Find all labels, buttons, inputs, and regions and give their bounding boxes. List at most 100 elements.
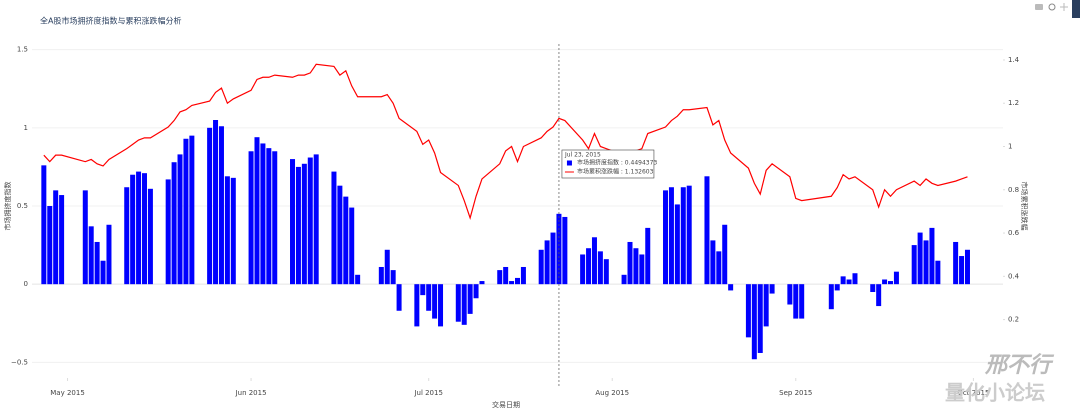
hover-marker <box>566 160 572 166</box>
bar <box>254 137 260 285</box>
bar <box>929 227 935 285</box>
bar <box>627 241 633 285</box>
bar <box>645 227 651 285</box>
toolbar[interactable] <box>1035 3 1068 11</box>
bar <box>461 284 467 325</box>
bar <box>177 154 183 285</box>
bar <box>94 241 100 285</box>
bar <box>301 163 307 285</box>
x-tick-label: Aug 2015 <box>595 389 629 397</box>
bar <box>704 176 710 285</box>
bar <box>414 284 420 327</box>
bar <box>59 195 65 285</box>
bar <box>509 281 515 285</box>
bar <box>544 240 550 285</box>
bar <box>438 284 444 327</box>
bar <box>313 154 319 285</box>
watermark: 量化小论坛 <box>945 381 1045 405</box>
bar <box>106 224 112 285</box>
bar <box>497 270 503 285</box>
bar <box>846 279 852 285</box>
bar <box>580 254 586 285</box>
y2-tick-label: 1.2 <box>1008 99 1019 107</box>
y-tick-label: 1.5 <box>17 46 28 54</box>
bar <box>716 251 722 285</box>
bar <box>834 284 840 291</box>
bar <box>763 284 769 327</box>
bar <box>888 281 894 285</box>
bar <box>467 284 473 314</box>
pan-icon[interactable] <box>1060 3 1068 11</box>
x-tick-label: Sep 2015 <box>779 389 812 397</box>
bar <box>964 249 970 285</box>
bar <box>562 216 568 285</box>
bar <box>586 248 592 285</box>
bar <box>82 190 88 285</box>
y2-tick-label: 0.4 <box>1008 272 1020 280</box>
bar <box>384 249 390 285</box>
bar <box>248 151 254 285</box>
bar <box>953 241 959 285</box>
bar <box>355 274 361 285</box>
bar <box>455 284 461 322</box>
hover-item: 市场累积涨跌幅 : 1.132603 <box>577 168 654 176</box>
y2-tick-label: 1 <box>1008 143 1012 151</box>
bar <box>183 138 189 285</box>
hover-title: Jul 23, 2015 <box>564 152 601 159</box>
bar <box>47 206 53 285</box>
zoom-icon[interactable] <box>1048 3 1056 11</box>
line <box>43 63 968 220</box>
bar <box>349 207 355 285</box>
x-tick-label: May 2015 <box>50 389 85 397</box>
bar <box>331 171 337 285</box>
x-tick-label: Jun 2015 <box>235 389 267 397</box>
bar <box>745 284 751 338</box>
bar <box>882 279 888 285</box>
bar <box>911 245 917 285</box>
bar <box>337 185 343 285</box>
bar <box>260 143 266 285</box>
bar <box>633 248 639 285</box>
y-tick-label: −0.5 <box>11 358 28 366</box>
bar <box>870 284 876 292</box>
bar <box>295 166 301 285</box>
bar <box>639 254 645 285</box>
bar <box>538 249 544 285</box>
bar <box>686 185 692 285</box>
bar <box>396 284 402 311</box>
bar <box>41 165 47 285</box>
x-tick-label: Oct 2015 <box>957 389 989 397</box>
y-tick-label: 0 <box>24 280 28 288</box>
bar <box>426 284 432 311</box>
bar <box>668 187 674 285</box>
bar <box>272 151 278 285</box>
bar <box>959 256 965 285</box>
bar <box>307 157 313 285</box>
bar <box>852 273 858 285</box>
bar <box>840 276 846 285</box>
bar <box>88 226 94 285</box>
bar <box>53 190 59 285</box>
y-axis-title: 市场拥挤度指数 <box>3 182 12 231</box>
camera-icon[interactable] <box>1035 4 1043 10</box>
plot-area: −0.5 0 0.5 1 1.5 0.2 0.4 0.6 0.8 1 1.2 1.4 May 2015 J… <box>11 46 1020 397</box>
bar <box>266 148 272 285</box>
bar <box>378 266 384 285</box>
y2-axis-title: 市场累积涨跌幅 <box>1020 182 1029 231</box>
x-axis-title: 交易日期 <box>492 400 520 409</box>
bar <box>597 251 603 285</box>
watermark: 邢不行 <box>984 353 1055 378</box>
bar <box>224 176 230 285</box>
bar <box>213 120 219 285</box>
hover-item: 市场拥挤度指数 : 0.4494373 <box>577 159 657 167</box>
bar <box>935 260 941 285</box>
bar <box>728 284 734 291</box>
bar <box>390 270 396 285</box>
bar <box>799 284 805 319</box>
x-tick-label: Jul 2015 <box>413 389 443 397</box>
toolbar-edge <box>1072 0 1080 18</box>
y2-tick-label: 0.8 <box>1008 186 1019 194</box>
bar <box>876 284 882 307</box>
